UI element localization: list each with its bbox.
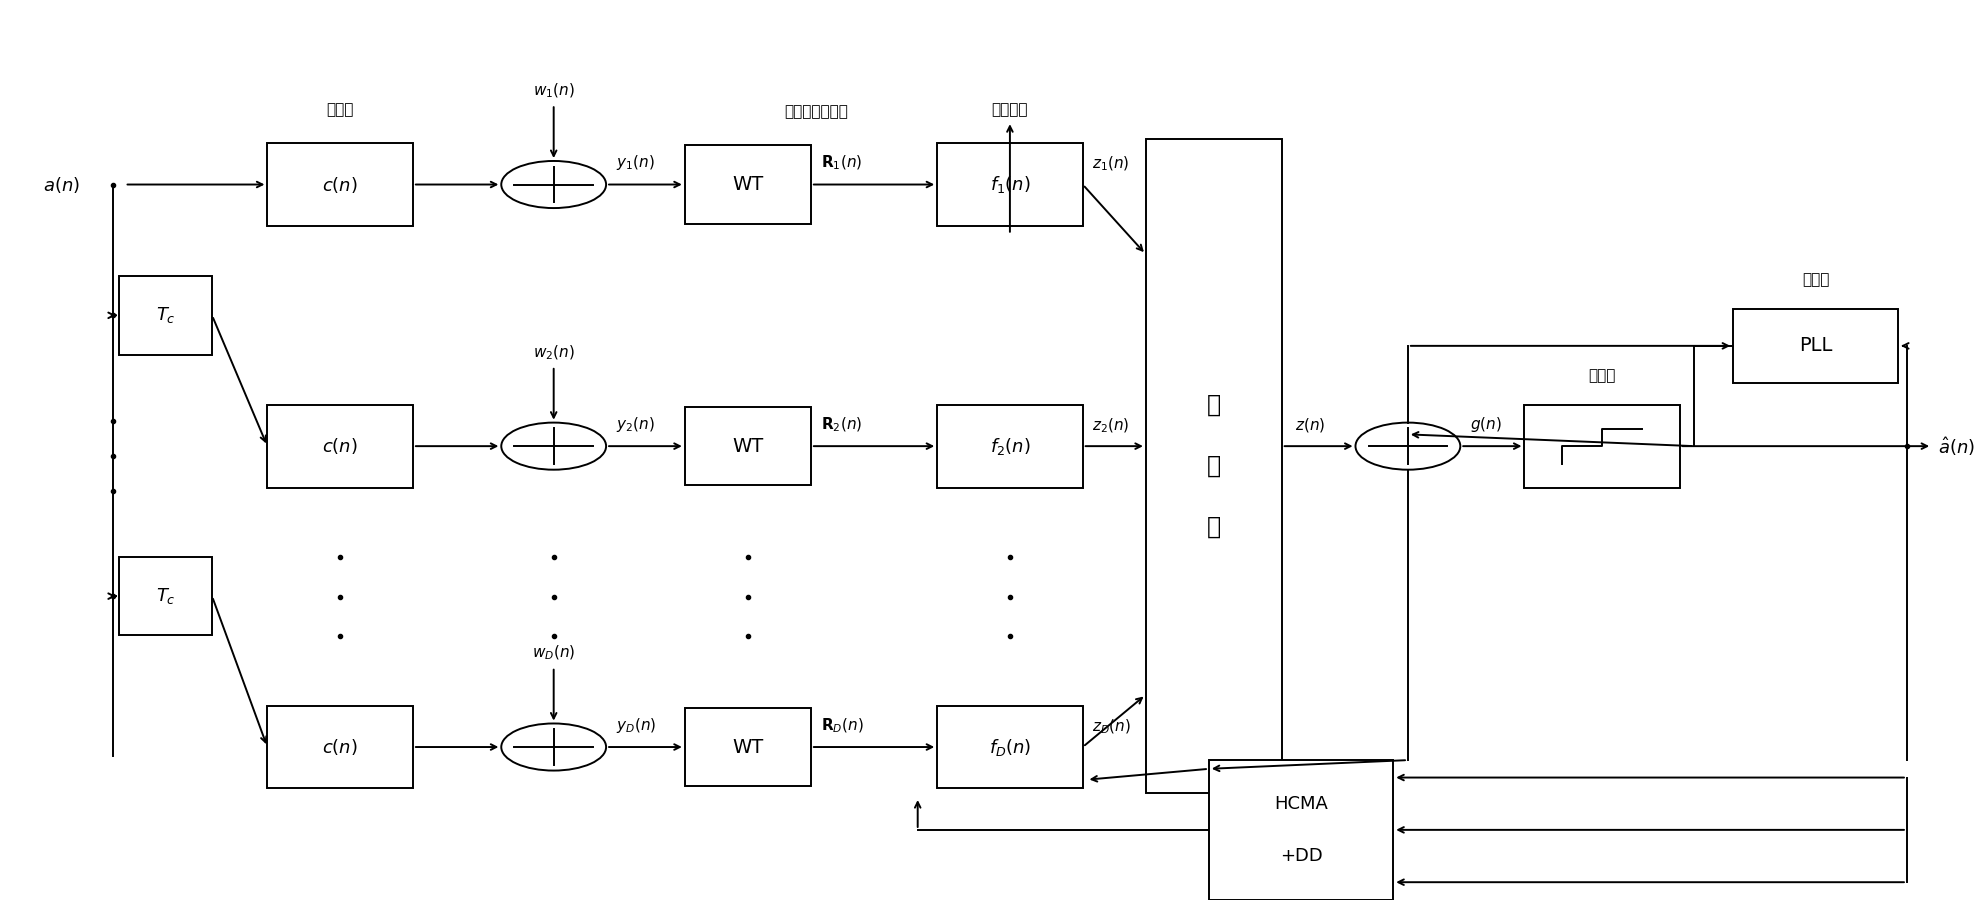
Text: $y_D(n)$: $y_D(n)$	[616, 716, 655, 734]
Text: $w_D(n)$: $w_D(n)$	[533, 644, 574, 663]
Text: $g(n)$: $g(n)$	[1469, 415, 1501, 434]
Bar	[267, 405, 412, 487]
Text: 器: 器	[1206, 515, 1220, 539]
Bar	[1144, 139, 1281, 793]
Text: 正交小波变换器: 正交小波变换器	[784, 104, 847, 119]
Text: $\mathbf{R}_1(n)$: $\mathbf{R}_1(n)$	[820, 154, 861, 173]
Bar	[937, 143, 1083, 226]
Text: HCMA: HCMA	[1273, 795, 1327, 812]
Text: 判决器: 判决器	[1588, 368, 1616, 383]
Bar	[1208, 760, 1392, 900]
Text: 子信道: 子信道	[327, 102, 354, 117]
Text: $T_c$: $T_c$	[156, 306, 174, 325]
Bar	[267, 143, 412, 226]
Bar	[1732, 308, 1897, 383]
Text: $\hat{a}(n)$: $\hat{a}(n)$	[1936, 435, 1974, 457]
Text: $c(n)$: $c(n)$	[323, 737, 358, 757]
Bar	[267, 706, 412, 789]
Text: WT: WT	[733, 737, 762, 756]
Bar	[685, 145, 810, 224]
Text: $\mathbf{R}_D(n)$: $\mathbf{R}_D(n)$	[820, 716, 863, 734]
Bar	[937, 706, 1083, 789]
Bar	[685, 407, 810, 486]
Bar	[685, 708, 810, 786]
Text: $z(n)$: $z(n)$	[1295, 416, 1325, 434]
Bar	[119, 276, 212, 354]
Text: $c(n)$: $c(n)$	[323, 174, 358, 195]
Text: $z_D(n)$: $z_D(n)$	[1091, 717, 1131, 735]
Text: 组: 组	[1206, 393, 1220, 417]
Bar	[119, 557, 212, 635]
Text: $f_1(n)$: $f_1(n)$	[990, 174, 1030, 195]
Text: WT: WT	[733, 175, 762, 194]
Text: +DD: +DD	[1279, 847, 1323, 865]
Text: PLL: PLL	[1798, 336, 1832, 355]
Text: 合: 合	[1206, 453, 1220, 477]
Text: $y_2(n)$: $y_2(n)$	[616, 415, 653, 434]
Bar	[937, 405, 1083, 487]
Text: $a(n)$: $a(n)$	[44, 174, 79, 195]
Bar	[1525, 405, 1679, 487]
Text: $f_2(n)$: $f_2(n)$	[990, 436, 1030, 456]
Text: $T_c$: $T_c$	[156, 587, 174, 606]
Text: $z_1(n)$: $z_1(n)$	[1091, 155, 1129, 174]
Text: 锁相环: 锁相环	[1802, 272, 1828, 287]
Text: $f_D(n)$: $f_D(n)$	[988, 736, 1032, 757]
Text: $\mathbf{R}_2(n)$: $\mathbf{R}_2(n)$	[820, 416, 861, 434]
Text: WT: WT	[733, 437, 762, 455]
Text: 子均衡器: 子均衡器	[992, 102, 1028, 117]
Text: $y_1(n)$: $y_1(n)$	[616, 153, 653, 173]
Text: $c(n)$: $c(n)$	[323, 436, 358, 456]
Text: $z_2(n)$: $z_2(n)$	[1091, 417, 1129, 435]
Text: $w_2(n)$: $w_2(n)$	[533, 343, 574, 362]
Text: $w_1(n)$: $w_1(n)$	[533, 82, 574, 100]
